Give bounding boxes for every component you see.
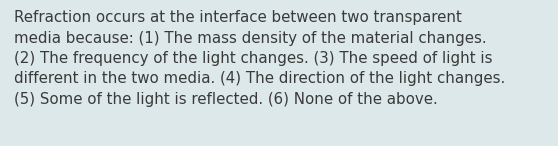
Text: Refraction occurs at the interface between two transparent
media because: (1) Th: Refraction occurs at the interface betwe…: [14, 10, 505, 107]
